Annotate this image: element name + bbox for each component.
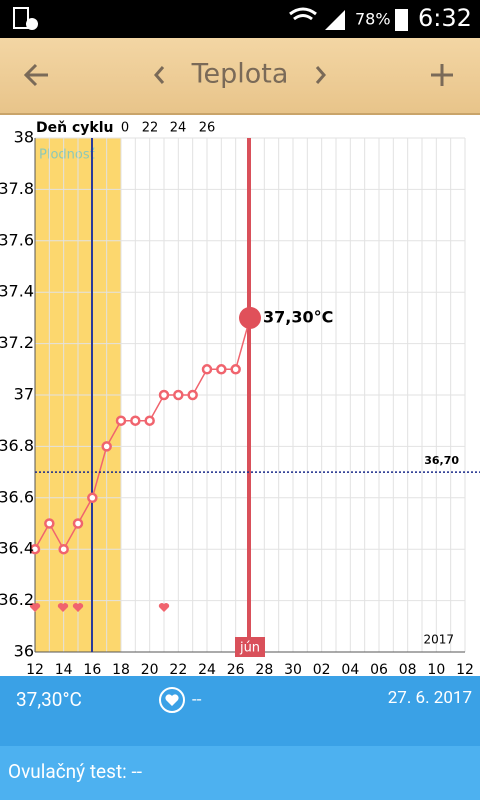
marks: 37,30°C <box>29 306 333 555</box>
point <box>72 518 84 529</box>
x-tick-label: 06 <box>370 662 388 676</box>
point <box>230 364 241 375</box>
month-badge <box>235 637 265 657</box>
x-tick-label: 14 <box>55 662 73 676</box>
point <box>130 415 141 426</box>
x-tick-label: 24 <box>198 662 216 676</box>
cycle-day: 26 <box>199 121 216 136</box>
y-tick-label: 37.4 <box>0 282 34 301</box>
x-tick-label: 10 <box>427 662 445 676</box>
x-tick-label: 28 <box>255 662 273 676</box>
point <box>187 389 198 401</box>
point <box>101 441 112 452</box>
point <box>216 364 227 375</box>
point <box>158 389 170 401</box>
point <box>173 389 184 401</box>
y-tick-label: 38 <box>14 128 34 147</box>
axis-label: Deň cyklu <box>36 120 113 136</box>
clock: 6:32 <box>418 4 472 32</box>
point <box>29 543 41 555</box>
x-tick-label: 26 <box>227 662 245 676</box>
x-tick-label: 16 <box>83 662 101 676</box>
heart-icon <box>29 603 41 612</box>
y-tick-label: 37.2 <box>0 333 34 352</box>
chart: Plodnosť jún Deň cyklu 0 22 24 26 2017 3… <box>0 120 480 676</box>
status-icons: 78% 6:32 <box>13 4 472 32</box>
y-tick-label: 37.6 <box>0 230 34 249</box>
y-tick-label: 36.2 <box>0 590 34 609</box>
back-button[interactable] <box>23 63 48 87</box>
year-label: 2017 <box>423 633 454 647</box>
x-tick-label: 30 <box>284 662 302 676</box>
icon <box>13 7 29 29</box>
hearts <box>29 603 170 612</box>
wifi-icon <box>289 7 317 21</box>
ovulation-bar[interactable]: Ovulačný test: -- <box>0 746 480 800</box>
title: Teplota <box>191 59 289 90</box>
temperature: 37,30°C <box>16 688 82 711</box>
series-line <box>34 317 251 551</box>
battery-text: 78% <box>355 10 391 29</box>
point <box>144 415 155 426</box>
y-tick-label: 36.8 <box>0 436 34 455</box>
battery-icon <box>395 9 408 31</box>
x-tick-label: 04 <box>341 662 359 676</box>
heart-icon <box>158 603 170 612</box>
summary-bar: 37,30°C -- 27. 6. 2017 <box>0 676 480 746</box>
next-button[interactable] <box>315 66 326 84</box>
icon <box>26 18 38 30</box>
cycle-day: 0 <box>121 121 129 136</box>
y-tick-label: 36.4 <box>0 539 34 558</box>
x-tick-label: 22 <box>169 662 187 676</box>
point <box>44 518 55 529</box>
x-tick-label: 02 <box>313 662 331 676</box>
y-tick-label: 36 <box>14 642 34 661</box>
month-label: jún <box>239 641 260 656</box>
app-bar-content: Teplota <box>23 59 453 90</box>
heart-icon <box>72 603 84 612</box>
point <box>115 415 127 426</box>
ovulation-test: Ovulačný test: -- <box>8 760 142 783</box>
heart-button[interactable] <box>158 686 186 714</box>
cycle-day: 22 <box>142 121 159 136</box>
date: 27. 6. 2017 <box>387 688 472 708</box>
selected-point <box>239 306 261 329</box>
x-tick-label: 08 <box>399 662 417 676</box>
heart-icon <box>57 603 69 612</box>
reference-label: 36,70 <box>424 454 459 467</box>
cycle-day: 24 <box>170 121 187 136</box>
intercourse: -- <box>192 690 202 710</box>
y-tick-label: 37.8 <box>0 179 34 198</box>
x-tick-label: 18 <box>112 662 130 676</box>
x-tick-label: 12 <box>26 662 44 676</box>
y-tick-label: 36.6 <box>0 487 34 506</box>
fertility-label: Plodnosť <box>39 148 95 163</box>
x-tick-label: 12 <box>456 662 474 676</box>
point <box>201 364 213 375</box>
point <box>87 492 98 504</box>
point <box>58 543 69 555</box>
status-bar: 78% 6:32 <box>0 0 480 38</box>
add-button[interactable] <box>431 64 453 86</box>
app-bar: Teplota <box>0 38 480 115</box>
y-tick-label: 37 <box>14 385 34 404</box>
prev-button[interactable] <box>154 66 165 84</box>
value-label: 37,30°C <box>263 307 333 326</box>
signal-icon <box>325 10 345 30</box>
x-tick-label: 20 <box>141 662 159 676</box>
